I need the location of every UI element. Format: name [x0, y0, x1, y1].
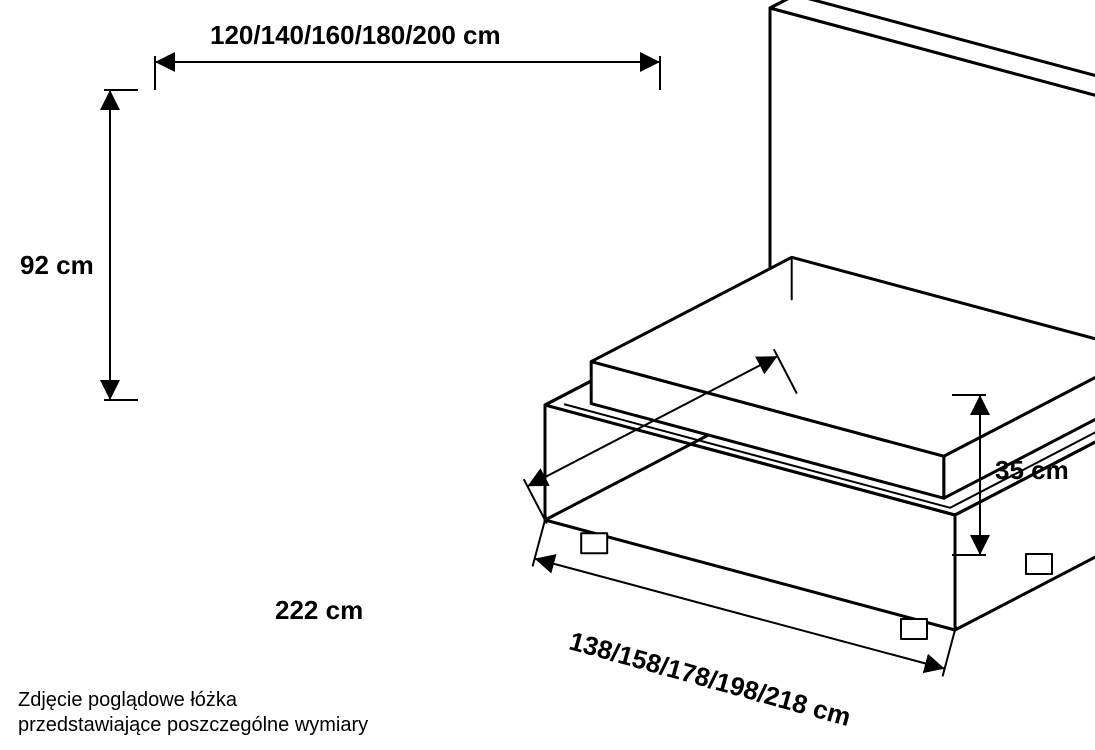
caption-line-2: przedstawiające poszczególne wymiary: [18, 713, 368, 738]
dim-label-depth: 222 cm: [275, 595, 363, 626]
dim-label-left-height: 92 cm: [20, 250, 94, 281]
bed-dimension-diagram: 120/140/160/180/200 cm 92 cm 222 cm 138/…: [0, 0, 1095, 750]
dim-label-top-width: 120/140/160/180/200 cm: [210, 20, 501, 51]
diagram-caption: Zdjęcie poglądowe łóżka przedstawiające …: [18, 688, 368, 738]
bed-svg: [0, 0, 1095, 750]
caption-line-1: Zdjęcie poglądowe łóżka: [18, 688, 368, 713]
dim-label-right-height: 35 cm: [995, 455, 1069, 486]
